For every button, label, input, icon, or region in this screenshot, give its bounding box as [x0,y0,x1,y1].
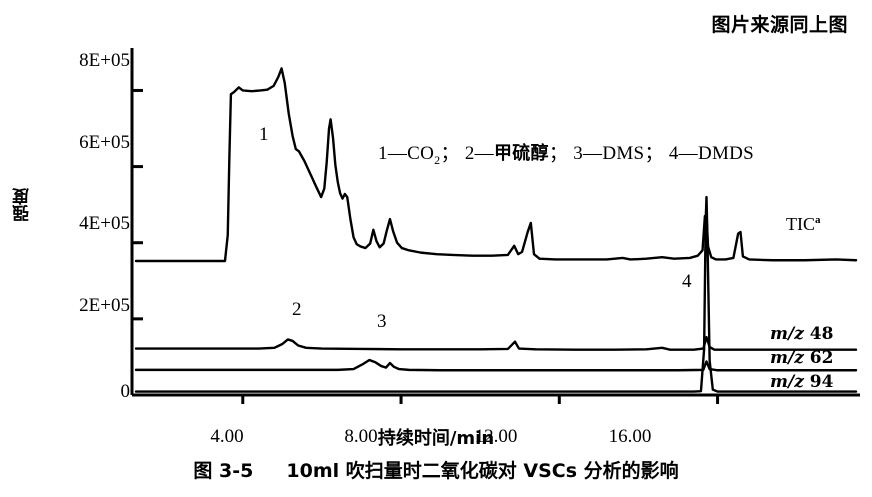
peak-annotation-2: 2 [292,299,302,320]
peak-key-legend: 1—CO2； 2—甲硫醇； 3—DMS； 4—DMDS [378,143,755,167]
plot-area: 强度 8E+05 6E+05 4E+05 2E+05 0 1—CO2； 2—甲硫… [0,28,872,447]
trace-label-tic: TICa [786,214,821,234]
caption-text: 10ml 吹扫量时二氧化碳对 VSCs 分析的影响 [286,460,679,482]
peak-annotation-1: 1 [259,124,269,145]
peak-key-4: 4—DMDS [668,143,755,164]
trace-tic [134,67,858,263]
y-axis-tick-labels: 8E+05 6E+05 4E+05 2E+05 0 [54,28,130,408]
y-tick-label: 0 [120,381,131,402]
figure-caption: 图 3-5 10ml 吹扫量时二氧化碳对 VSCs 分析的影响 [0,456,872,483]
trace-lines [134,67,858,393]
axes [130,48,860,404]
x-tick-label: 12.00 [474,426,518,447]
trace-label-mz-94: m/z 94 [770,372,834,392]
source-note: 图片来源同上图 [711,14,848,36]
x-tick-label: 8.00 [344,426,378,447]
trace-m-z-62 [134,358,858,372]
peak-key-1: 1—CO2 [378,143,441,167]
peak-annotation-3: 3 [377,311,387,332]
y-tick-label: 4E+05 [79,213,130,234]
trace-label-mz-62: m/z 62 [770,348,834,368]
trace-m-z-48 [134,335,858,351]
trace-label-mz-48: m/z 48 [770,324,834,344]
y-tick-label: 6E+05 [79,132,130,153]
caption-figure-number: 图 3-5 [193,460,254,482]
x-axis-title: 持续时间/min [377,428,495,449]
x-tick-label: 4.00 [210,426,244,447]
y-tick-label: 2E+05 [79,295,130,316]
y-tick-label: 8E+05 [79,50,130,71]
x-axis-tick-labels: 4.00 8.00 12.00 16.00 [0,426,872,452]
x-tick-label: 16.00 [608,426,652,447]
peak-annotation-4: 4 [682,271,692,292]
chromatogram-plot [130,48,860,404]
peak-key-2: 2—甲硫醇 [464,143,549,164]
peak-key-3: 3—DMS [573,143,645,164]
trace-m-z-94 [134,195,858,393]
